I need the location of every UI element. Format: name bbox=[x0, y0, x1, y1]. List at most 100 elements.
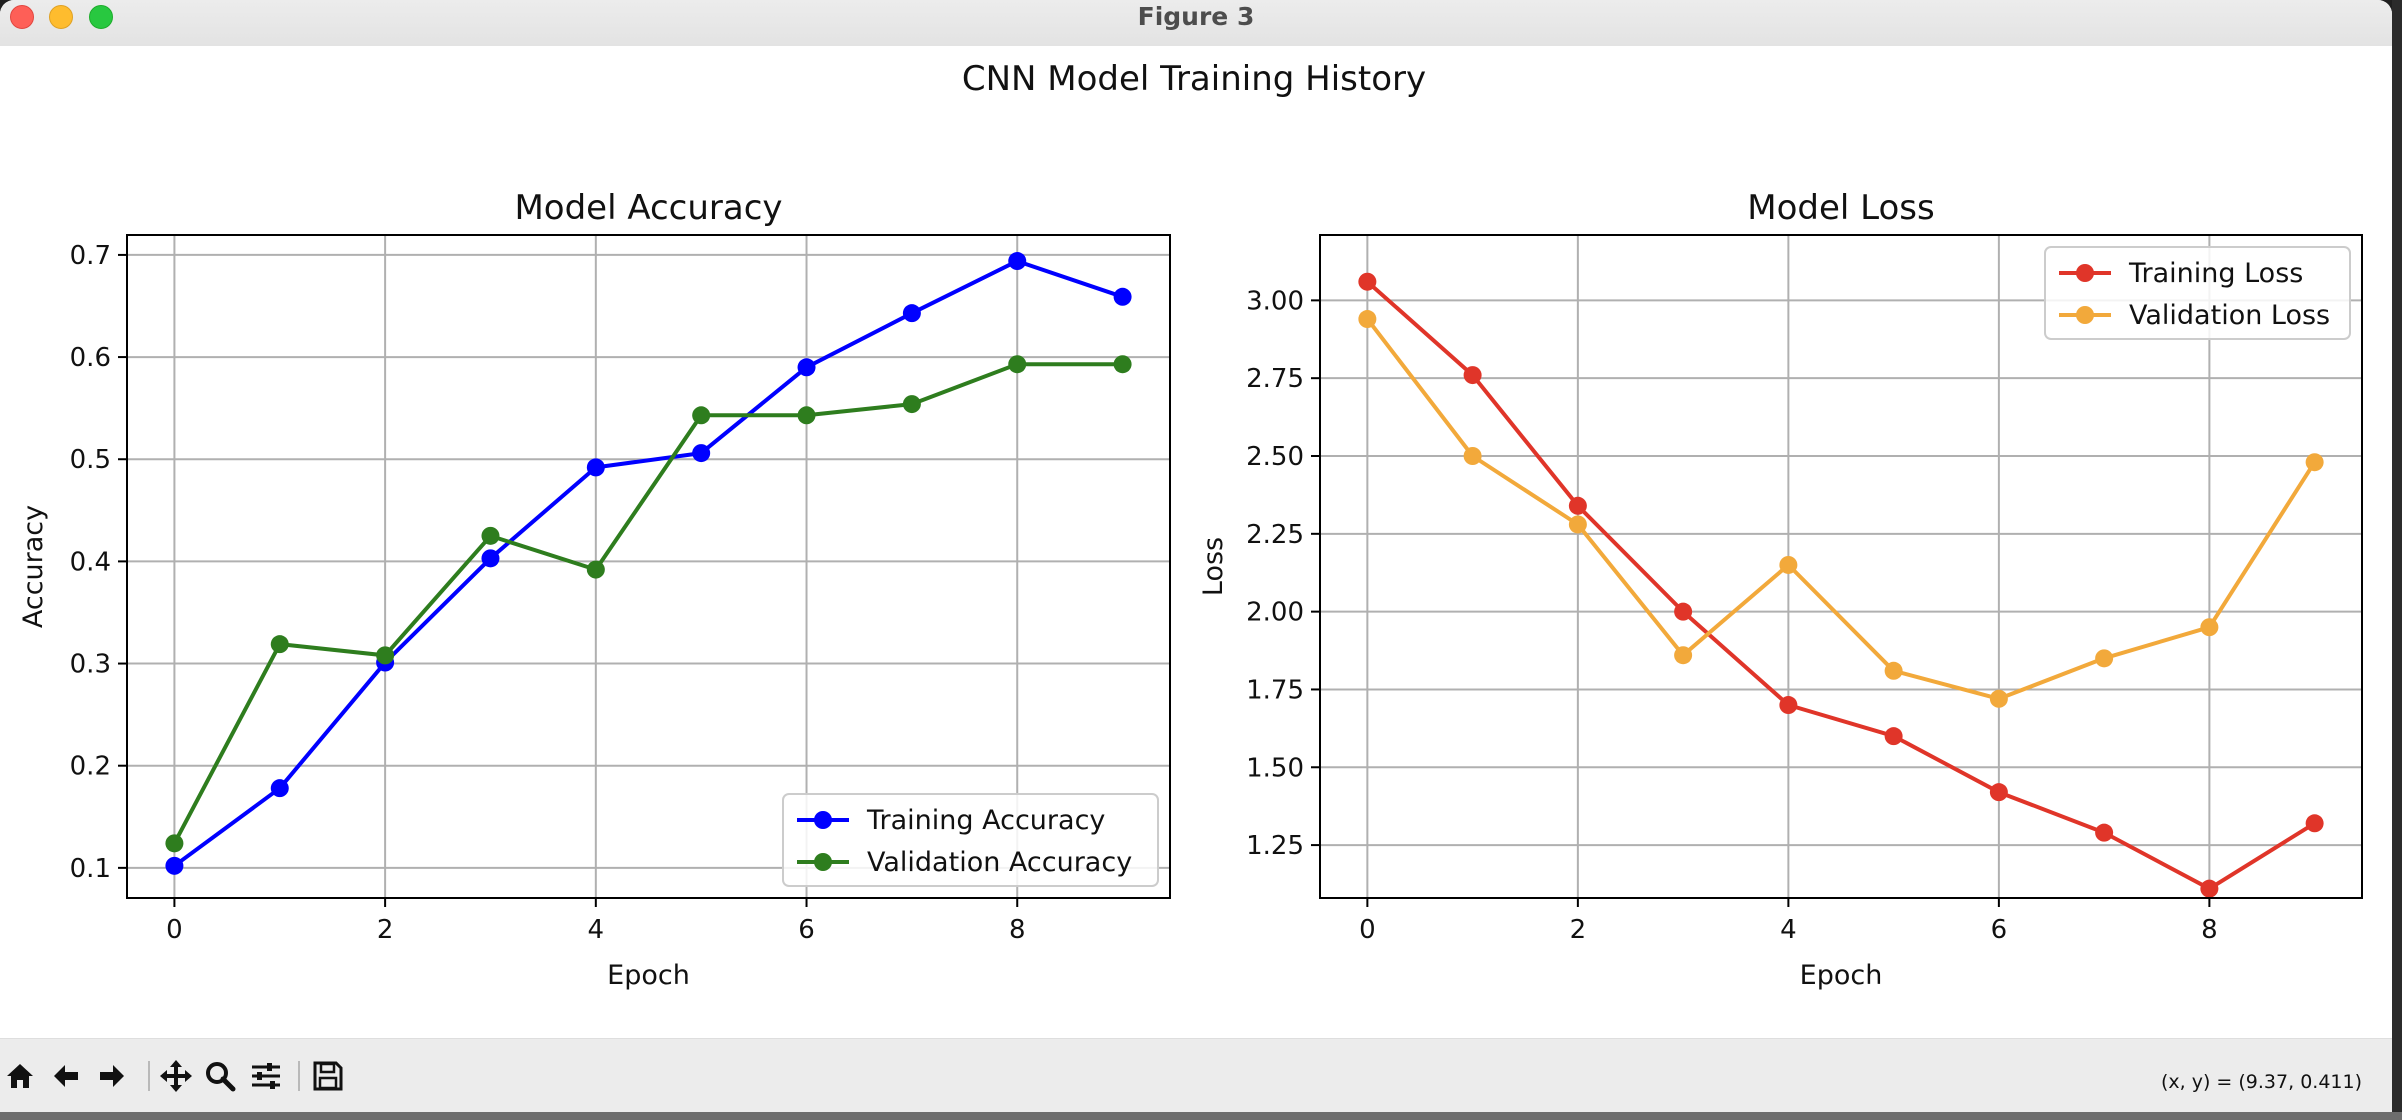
forward-button[interactable] bbox=[94, 1057, 130, 1095]
x-tick-label: 6 bbox=[1991, 915, 2008, 945]
data-point bbox=[1358, 272, 1377, 291]
y-tick-label: 3.00 bbox=[1246, 286, 1304, 316]
y-tick-label: 0.3 bbox=[70, 650, 111, 680]
legend-entry: Training Accuracy bbox=[866, 805, 1105, 836]
legend-swatch-marker bbox=[814, 811, 832, 829]
data-point bbox=[1358, 310, 1377, 329]
configure-subplots-icon bbox=[252, 1063, 280, 1089]
data-point bbox=[270, 635, 289, 654]
data-point bbox=[165, 856, 184, 875]
x-tick-label: 0 bbox=[166, 915, 183, 945]
data-point bbox=[481, 549, 500, 568]
y-tick-label: 0.7 bbox=[70, 241, 111, 271]
cursor-coordinates: (x, y) = (9.37, 0.411) bbox=[2161, 1071, 2362, 1093]
back-button[interactable] bbox=[48, 1057, 84, 1095]
data-point bbox=[692, 406, 711, 425]
series-line-0 bbox=[1366, 280, 2316, 891]
y-tick-label: 0.5 bbox=[70, 445, 111, 475]
legend-box bbox=[2044, 246, 2351, 340]
home-button[interactable] bbox=[2, 1057, 38, 1095]
data-point bbox=[2095, 823, 2114, 842]
data-point bbox=[1674, 646, 1693, 665]
data-point bbox=[1779, 555, 1798, 574]
x-tick-label: 2 bbox=[377, 915, 394, 945]
window-title: Figure 3 bbox=[1137, 2, 1255, 31]
figure-svg: CNN Model Training History Model Accuracy… bbox=[18, 59, 2363, 991]
legend-swatch-marker bbox=[2076, 264, 2094, 282]
x-tick-label: 2 bbox=[1570, 915, 1587, 945]
data-point bbox=[1779, 696, 1798, 715]
y-tick-label: 2.75 bbox=[1246, 364, 1304, 394]
minimize-window-button[interactable] bbox=[49, 5, 73, 29]
y-tick-label: 0.2 bbox=[70, 752, 111, 782]
data-point bbox=[797, 406, 816, 425]
y-tick-label: 2.00 bbox=[1246, 598, 1304, 628]
pan-button[interactable] bbox=[158, 1057, 194, 1095]
legend-entry: Validation Accuracy bbox=[867, 847, 1132, 878]
y-tick-label: 0.6 bbox=[70, 343, 111, 373]
close-window-button[interactable] bbox=[10, 5, 34, 29]
x-tick-label: 8 bbox=[1009, 915, 1026, 945]
x-tick-label: 0 bbox=[1359, 915, 1376, 945]
data-point bbox=[586, 560, 605, 579]
figure-canvas[interactable]: CNN Model Training History Model Accuracy… bbox=[0, 46, 2392, 1038]
legend-entry: Training Loss bbox=[2128, 258, 2303, 289]
data-point bbox=[376, 646, 395, 665]
forward-icon bbox=[100, 1065, 124, 1087]
y-tick-label: 0.4 bbox=[70, 547, 111, 577]
axes-title: Model Loss bbox=[1747, 188, 1934, 228]
data-point bbox=[2305, 453, 2324, 472]
data-point bbox=[1989, 689, 2008, 708]
figure-suptitle: CNN Model Training History bbox=[962, 59, 1426, 99]
data-point bbox=[1568, 496, 1587, 515]
data-point bbox=[1463, 366, 1482, 385]
toolbar-separator bbox=[298, 1061, 300, 1091]
data-point bbox=[1463, 447, 1482, 465]
data-point bbox=[1008, 252, 1027, 271]
y-axis-label: Accuracy bbox=[18, 505, 49, 628]
y-tick-label: 0.1 bbox=[70, 854, 111, 884]
maximize-window-button[interactable] bbox=[89, 5, 113, 29]
zoom-button[interactable] bbox=[202, 1057, 238, 1095]
data-point bbox=[1884, 727, 1903, 746]
configure-subplots-button[interactable] bbox=[248, 1057, 284, 1095]
series-line-0 bbox=[173, 259, 1124, 868]
back-icon bbox=[54, 1065, 78, 1087]
data-point bbox=[1568, 515, 1587, 534]
data-point bbox=[1884, 661, 1903, 680]
y-tick-label: 1.75 bbox=[1246, 675, 1304, 705]
axes-frame bbox=[126, 234, 1171, 899]
data-point bbox=[902, 304, 921, 323]
x-tick-label: 4 bbox=[1780, 915, 1797, 945]
x-axis-label: Epoch bbox=[1800, 960, 1883, 991]
data-point bbox=[1113, 355, 1132, 374]
data-point bbox=[692, 444, 711, 463]
data-point bbox=[797, 358, 816, 377]
data-point bbox=[1674, 602, 1693, 621]
axes-title: Model Accuracy bbox=[514, 188, 782, 228]
background-window bbox=[2392, 0, 2402, 1120]
axes-frame bbox=[1319, 234, 2363, 899]
zoom-icon bbox=[206, 1062, 236, 1092]
navigation-toolbar: (x, y) = (9.37, 0.411) bbox=[0, 1038, 2392, 1112]
x-tick-label: 8 bbox=[2201, 915, 2218, 945]
save-button[interactable] bbox=[310, 1057, 346, 1095]
data-point bbox=[1989, 783, 2008, 802]
y-tick-label: 2.50 bbox=[1246, 442, 1304, 472]
data-point bbox=[2095, 649, 2114, 668]
data-point bbox=[586, 458, 605, 477]
x-tick-label: 6 bbox=[798, 915, 815, 945]
x-axis-label: Epoch bbox=[607, 960, 690, 991]
toolbar-separator bbox=[148, 1061, 150, 1091]
data-point bbox=[902, 395, 921, 414]
data-point bbox=[1008, 355, 1027, 374]
data-point bbox=[2200, 618, 2219, 637]
data-point bbox=[165, 834, 184, 853]
y-tick-label: 1.25 bbox=[1246, 831, 1304, 861]
legend-entry: Validation Loss bbox=[2129, 300, 2330, 331]
y-tick-label: 1.50 bbox=[1246, 753, 1304, 783]
save-icon bbox=[313, 1061, 343, 1091]
data-point bbox=[2200, 879, 2219, 898]
y-tick-label: 2.25 bbox=[1246, 520, 1304, 550]
